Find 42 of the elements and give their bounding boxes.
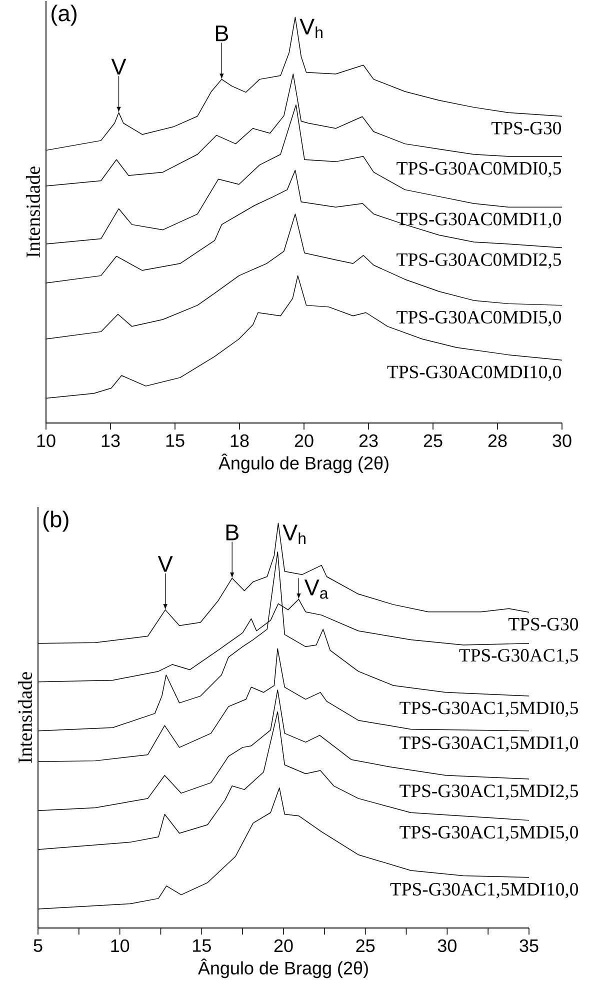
series-label: TPS-G30AC1,5MDI1,0 (400, 736, 578, 752)
x-tick-label: 23 (359, 434, 378, 448)
series-label: TPS-G30AC0MDI5,0 (396, 310, 561, 326)
x-tick-label: 15 (193, 939, 211, 952)
x-tick-label: 10 (111, 939, 130, 952)
x-tick-label: 30 (552, 434, 572, 448)
annotation: V$_{h}$ (282, 524, 306, 544)
x-tick-label: 20 (274, 939, 293, 952)
x-tick-label: 18 (230, 434, 249, 448)
y-axis-title: Intensidade (26, 166, 40, 258)
series-label: TPS-G30AC0MDI1,0 (396, 212, 561, 228)
annotation: V (111, 58, 126, 74)
x-tick-label: 5 (34, 939, 42, 952)
series-label: TPS-G30AC0MDI10,0 (387, 366, 561, 381)
x-tick-label: 10 (37, 434, 56, 448)
x-tick-label: 35 (520, 939, 538, 952)
series-label: TPS-G30 (492, 122, 562, 134)
x-tick-label: 20 (294, 434, 314, 448)
x-tick-label: 25 (424, 434, 442, 448)
series-label: TPS-G30AC0MDI0,5 (396, 162, 561, 178)
annotation: V$_{a}$ (304, 580, 328, 599)
x-tick-label: 25 (356, 939, 375, 952)
annotation: B (226, 524, 238, 540)
annotation: V (158, 556, 173, 572)
series-label: TPS-G30AC0MDI2,5 (396, 253, 561, 269)
series-label: TPS-G30AC1,5MDI0,5 (400, 702, 578, 717)
y-axis-title: Intensidade (18, 672, 32, 763)
series-label: TPS-G30AC1,5 (459, 649, 578, 664)
x-axis-title: Ângulo de Bragg (2θ) (218, 454, 388, 474)
x-tick-label: 30 (438, 939, 456, 952)
series-label: TPS-G30 (508, 618, 578, 630)
annotation: B (216, 26, 228, 42)
series-label: TPS-G30AC1,5MDI10,0 (390, 882, 578, 898)
annotation: (a) (52, 4, 76, 26)
annotation: V$_{h}$ (300, 18, 322, 38)
annotation: (b) (43, 510, 68, 532)
series-label: TPS-G30AC1,5MDI2,5 (400, 784, 578, 800)
x-tick-label: 15 (166, 434, 184, 447)
x-tick-label: 28 (488, 434, 507, 448)
x-tick-label: 13 (102, 434, 120, 448)
series-label: TPS-G30AC1,5MDI5,0 (400, 826, 578, 842)
x-axis-title: Ângulo de Bragg (2θ) (198, 958, 368, 978)
